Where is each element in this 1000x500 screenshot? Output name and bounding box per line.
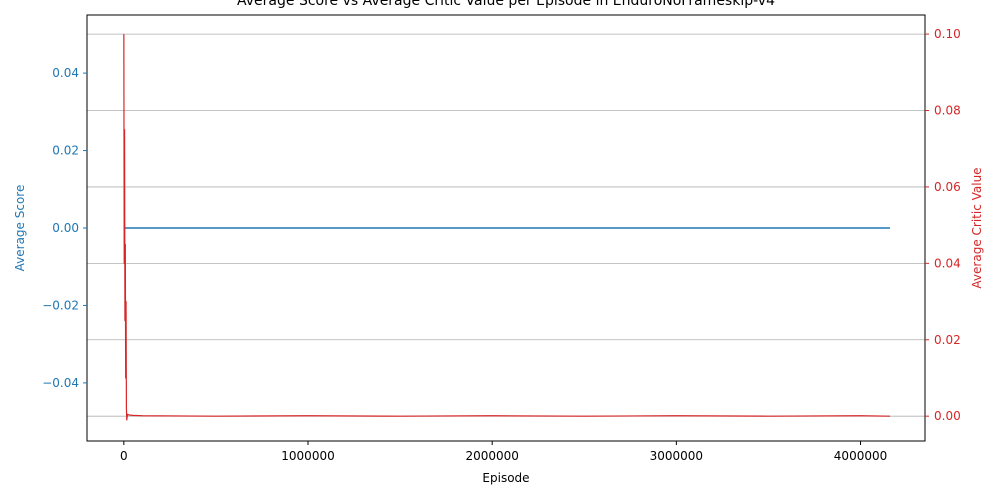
left-axis-label: Average Score: [13, 185, 27, 272]
x-axis-ticks: 0 1000000 2000000 3000000 4000000: [120, 441, 887, 463]
x-tick-label: 0: [120, 449, 128, 463]
right-tick-label: 0.08: [934, 104, 961, 118]
right-tick-label: 0.02: [934, 333, 961, 347]
x-tick-label: 1000000: [281, 449, 334, 463]
x-tick-label: 3000000: [650, 449, 703, 463]
x-axis-label: Episode: [482, 471, 529, 485]
left-axis-ticks: −0.04 −0.02 0.00 0.02 0.04: [42, 66, 87, 390]
left-tick-label: 0.00: [52, 221, 79, 235]
chart-title: Average Score vs Average Critic Value pe…: [237, 0, 775, 9]
series-layer: [123, 34, 891, 421]
right-axis-label: Average Critic Value: [970, 167, 984, 288]
left-tick-label: −0.04: [42, 376, 79, 390]
right-tick-label: 0.04: [934, 256, 961, 270]
x-tick-label: 2000000: [465, 449, 518, 463]
right-tick-label: 0.10: [934, 27, 961, 41]
left-tick-label: 0.04: [52, 66, 79, 80]
right-tick-label: 0.00: [934, 409, 961, 423]
grid-lines: [87, 33, 925, 417]
x-tick-label: 4000000: [834, 449, 887, 463]
critic-series-line: [123, 34, 891, 421]
right-tick-label: 0.06: [934, 180, 961, 194]
left-tick-label: 0.02: [52, 144, 79, 158]
right-axis-ticks: 0.00 0.02 0.04 0.06 0.08 0.10: [925, 27, 961, 423]
left-tick-label: −0.02: [42, 298, 79, 312]
